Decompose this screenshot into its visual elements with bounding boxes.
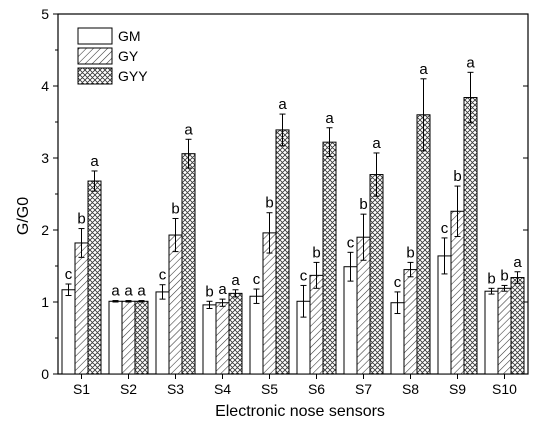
bar	[108, 300, 123, 375]
bar	[322, 141, 337, 375]
bar	[343, 266, 358, 375]
y-tick-label: 3	[41, 150, 49, 166]
significance-label: a	[325, 110, 334, 127]
significance-label: b	[312, 244, 320, 261]
legend-label: GYY	[118, 68, 148, 84]
x-tick-label: S4	[214, 381, 231, 397]
bar	[134, 300, 149, 375]
significance-label: a	[184, 121, 193, 138]
significance-label: b	[77, 211, 85, 228]
x-tick-label: S7	[355, 381, 372, 397]
legend-label: GM	[118, 28, 141, 44]
bar	[202, 304, 217, 375]
bar	[74, 242, 89, 375]
bar	[168, 234, 183, 375]
x-axis-title: Electronic nose sensors	[215, 403, 385, 420]
significance-label: a	[419, 61, 428, 78]
significance-label: c	[394, 274, 402, 291]
significance-label: a	[372, 135, 381, 152]
bar	[262, 232, 277, 375]
significance-label: a	[513, 254, 522, 271]
significance-label: a	[111, 283, 120, 300]
bar	[309, 274, 324, 375]
bar	[497, 287, 512, 375]
x-tick-label: S8	[402, 381, 419, 397]
x-tick-label: S3	[167, 381, 184, 397]
significance-label: c	[300, 267, 308, 284]
legend-swatch	[77, 67, 113, 85]
significance-label: c	[441, 220, 449, 237]
x-tick-label: S2	[120, 381, 137, 397]
bar	[181, 153, 196, 375]
y-tick-label: 2	[41, 222, 49, 238]
significance-label: c	[159, 267, 167, 284]
bar	[87, 180, 102, 375]
bar	[416, 114, 431, 375]
bar	[121, 300, 136, 375]
bar	[484, 290, 499, 375]
significance-label: c	[347, 234, 355, 251]
significance-label: b	[265, 195, 273, 212]
bars-layer	[61, 71, 525, 375]
significance-label: a	[124, 283, 133, 300]
bar	[369, 174, 384, 375]
bar	[61, 289, 76, 375]
y-axis-title: G/G0	[15, 197, 32, 235]
bar	[403, 269, 418, 375]
significance-label: a	[278, 96, 287, 113]
significance-label: a	[466, 54, 475, 71]
significance-label: b	[205, 283, 213, 300]
legend-label: GY	[118, 48, 139, 64]
significance-label: c	[65, 266, 73, 283]
significance-label: a	[137, 283, 146, 300]
legend: GM GY GYY	[77, 27, 148, 85]
significance-label: b	[406, 244, 414, 261]
significance-label: b	[171, 200, 179, 217]
axes: 0 1 2 3 4 5 S1 S2 S3 S4 S5 S6 S7 S8 S9 S10	[41, 6, 529, 397]
bar	[249, 295, 264, 375]
significance-label: b	[500, 267, 508, 284]
bar	[463, 97, 478, 375]
x-tick-label: S10	[492, 381, 517, 397]
significance-label: b	[487, 270, 495, 287]
significance-label: a	[218, 281, 227, 298]
legend-swatch	[77, 47, 113, 65]
bar	[228, 292, 243, 375]
legend-swatch	[77, 27, 113, 45]
bar	[215, 302, 230, 375]
bar	[510, 277, 525, 375]
x-tick-label: S5	[261, 381, 278, 397]
significance-label: c	[253, 271, 261, 288]
y-tick-label: 1	[41, 294, 49, 310]
x-tick-label: S1	[73, 381, 90, 397]
bar	[155, 291, 170, 375]
significance-label: b	[359, 196, 367, 213]
significance-label: b	[453, 168, 461, 185]
y-tick-label: 4	[41, 78, 49, 94]
bar	[275, 129, 290, 375]
significance-label: a	[231, 272, 240, 289]
y-tick-label: 5	[41, 6, 49, 22]
x-tick-label: S6	[308, 381, 325, 397]
x-tick-label: S9	[449, 381, 466, 397]
significance-label: a	[90, 153, 99, 170]
y-tick-label: 0	[41, 366, 49, 382]
